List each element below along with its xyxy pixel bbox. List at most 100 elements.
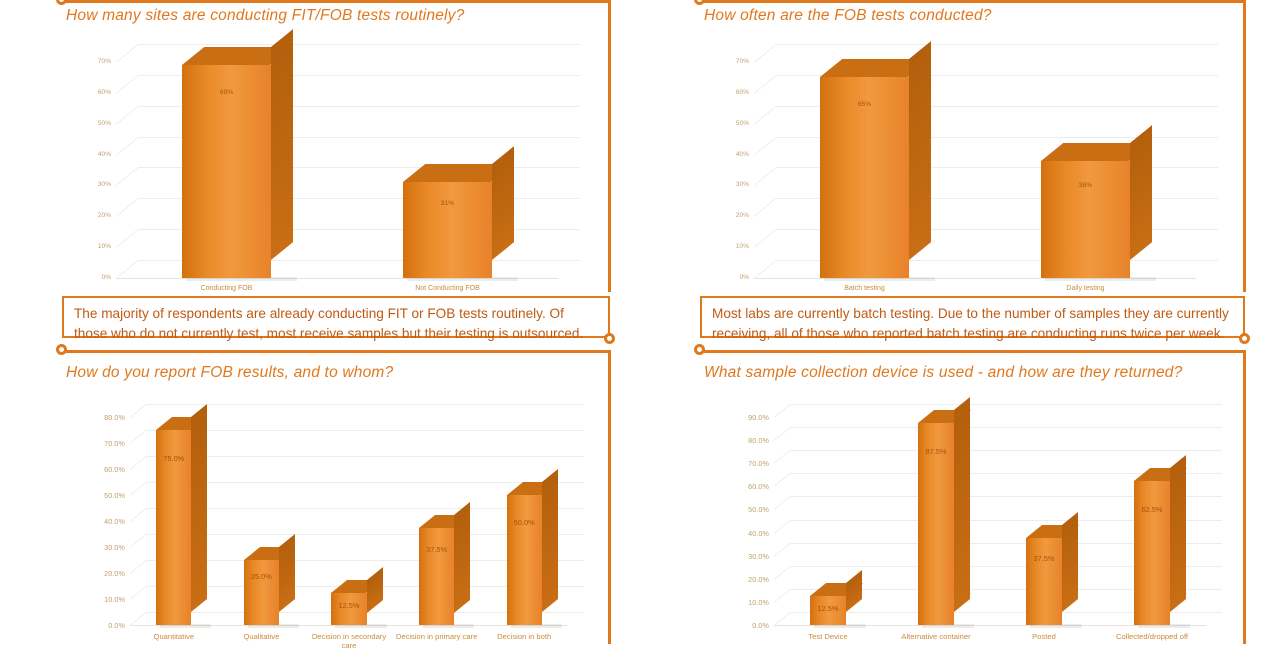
y-axis-tick: 20.0% [104,569,125,578]
gridline-depth [115,260,139,279]
bar-shadow [921,623,975,628]
gridline-depth [773,450,791,465]
y-axis-tick: 0.0% [108,621,125,630]
gridline [776,167,1218,169]
y-axis-tick: 70.0% [748,459,769,469]
gridline [776,74,1218,76]
bar-column [1133,454,1191,628]
bar-front-face [156,430,192,625]
y-axis-tick: 10% [97,243,111,251]
bar-side-face [366,566,383,612]
gridline [146,482,584,483]
gridline [146,404,584,405]
x-axis-line [116,278,558,279]
gridline [790,450,1222,452]
bar-column [403,146,518,281]
y-axis-tick: 40.0% [104,517,125,526]
panel-top-left-question: How many sites are conducting FIT/FOB te… [66,7,465,24]
bar-side-face [954,396,971,612]
bar-front-face [1133,480,1171,625]
bar-side-face [1062,512,1079,612]
bar-side-face [454,501,471,612]
gridline-depth [753,44,777,63]
x-axis-category-label: Qualitative [243,632,280,641]
y-axis-tick: 30.0% [104,543,125,552]
panel-bottom-left-question: How do you report FOB results, and to wh… [66,364,394,381]
gridline [790,404,1222,405]
gridline-depth [753,136,777,156]
y-axis-tick: 20.0% [748,574,769,584]
bar-data-label: 37.5% [426,545,448,555]
x-axis-category-label: Decision in secondary care [311,632,387,651]
bar-data-label: 38% [1078,181,1093,189]
panel-bottom-right-top-rule [700,350,1245,353]
plot-area: 0% 10% 20% 30% 40% 50% 60% 70% 69% Conducting FOB… [74,29,594,292]
bar-data-label: 25.0% [250,571,272,581]
y-axis-tick: 50% [97,119,111,127]
bar-shadow [1045,276,1156,281]
bar-column [917,396,975,628]
gridline [776,260,1218,261]
y-axis-tick: 0.0% [752,621,769,630]
bar-side-face [270,29,293,260]
gridline [146,430,584,431]
x-axis-category-label: Collected/dropped off [1115,632,1189,641]
y-axis-tick: 60% [97,88,111,96]
gridline-depth [129,508,147,522]
gridline [138,167,580,169]
y-axis-tick: 40% [97,150,111,158]
gridline-depth [129,482,147,496]
y-axis-tick: 0% [101,274,111,281]
gridline [138,198,580,200]
y-axis-tick: 70% [735,58,749,65]
bar-column [182,29,297,281]
bar-shadow [1029,623,1083,628]
gridline-depth [115,105,139,125]
gridline-depth [773,496,791,511]
gridline-depth [129,534,147,548]
bar-shadow [407,276,518,281]
y-axis-tick: 50.0% [748,505,769,515]
gridline [776,105,1218,107]
y-axis-tick: 60.0% [104,465,125,474]
gridline [146,456,584,457]
x-axis-category-label: Conducting FOB [200,285,253,292]
x-axis-category-label: Not Conducting FOB [415,285,480,292]
x-axis-category-label: Test Device [808,632,848,641]
bar-column [820,41,935,281]
gridline [790,542,1222,544]
panel-top-right-question: How often are the FOB tests conducted? [704,7,992,24]
y-axis-tick: 80.0% [748,436,769,446]
bar-front-face [243,560,279,625]
y-axis-tick: 80.0% [104,413,125,422]
y-axis-tick: 70.0% [104,439,125,448]
bar-data-label: 37.5% [1033,553,1055,563]
gridline [146,508,584,509]
panel-top-left-top-rule [62,0,610,3]
bar-data-label: 31% [440,199,455,207]
bar-front-face [403,182,492,278]
gridline [146,534,584,535]
gridline-depth [129,586,147,600]
x-axis-line [774,625,1206,626]
y-axis-tick: 70% [97,58,111,65]
bar-front-face [1041,160,1130,278]
y-axis-tick: 10.0% [104,595,125,604]
bar-shadow [186,276,297,281]
gridline-depth [115,198,139,218]
bar-front-face [917,422,955,625]
bar-shadow [335,624,387,628]
y-axis-tick: 40.0% [748,528,769,538]
panel-top-right-top-rule [700,0,1245,3]
gridline [790,427,1222,429]
bar-column [419,501,475,628]
y-axis-tick: 90.0% [748,413,769,422]
gridline [790,496,1222,498]
gridline [138,136,580,138]
bar-column [1041,124,1156,281]
gridline-depth [115,74,139,94]
bar-side-face [491,146,514,260]
bar-column [243,534,299,628]
bar-side-face [541,469,558,612]
bar-data-label: 65% [857,101,872,109]
